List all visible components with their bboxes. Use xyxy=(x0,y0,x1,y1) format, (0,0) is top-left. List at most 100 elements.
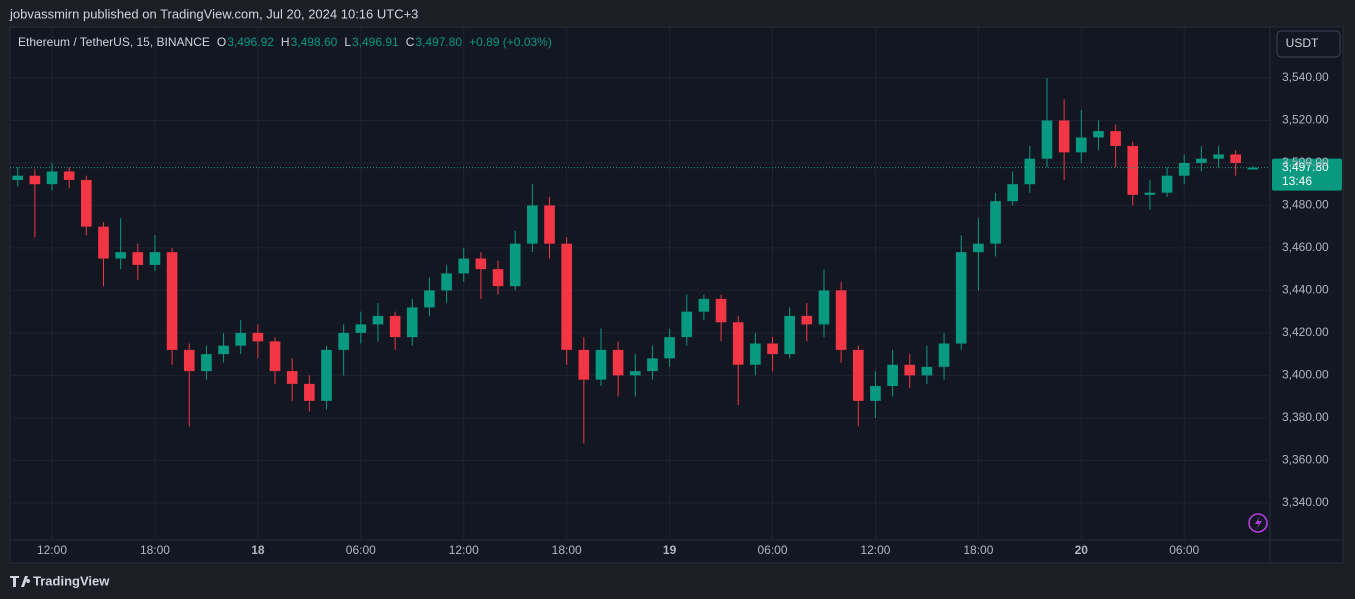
legend-value: 3,497.80 xyxy=(415,35,462,49)
grid xyxy=(10,27,1270,540)
candle-body xyxy=(492,269,504,287)
brand: TradingView xyxy=(33,573,110,588)
candle-body xyxy=(1024,158,1036,185)
y-tick-label: 3,480.00 xyxy=(1282,198,1329,212)
candle-body xyxy=(475,258,487,270)
candle-body xyxy=(115,252,126,259)
candle-body xyxy=(664,337,675,359)
candle-body xyxy=(750,343,761,365)
candle-body xyxy=(235,332,247,346)
candle-body xyxy=(612,349,624,376)
x-tick-label: 12:00 xyxy=(37,543,67,557)
candle-body xyxy=(355,324,367,333)
x-tick-label: 19 xyxy=(663,543,677,557)
candle-body xyxy=(818,290,830,325)
legend-value: 3,496.92 xyxy=(227,35,274,49)
candle-body xyxy=(784,315,795,355)
candle-body xyxy=(1144,192,1156,195)
candle-body xyxy=(904,364,916,376)
candle-body xyxy=(252,332,264,342)
x-tick-label: 06:00 xyxy=(758,543,788,557)
legend-value: 3,498.60 xyxy=(291,35,338,49)
candle-body xyxy=(201,354,212,372)
candle-body xyxy=(887,364,898,386)
candle-body xyxy=(1196,158,1207,163)
candle-body xyxy=(441,273,452,291)
publisher: jobvassmirn published on TradingView.com… xyxy=(9,6,418,21)
y-tick-label: 3,400.00 xyxy=(1282,368,1329,382)
candle-body xyxy=(1093,131,1104,138)
candle-body xyxy=(321,349,332,401)
candle-body xyxy=(81,179,92,227)
legend-change: +0.89 (+0.03%) xyxy=(469,35,552,49)
y-tick-label: 3,420.00 xyxy=(1282,325,1329,339)
x-tick-label: 18 xyxy=(251,543,265,557)
legend-key: L xyxy=(344,35,351,49)
symbol-title: Ethereum / TetherUS, 15, BINANCE xyxy=(18,35,210,49)
y-tick-label: 3,460.00 xyxy=(1282,240,1329,254)
candle-body xyxy=(801,315,813,325)
candle-body xyxy=(1007,184,1018,202)
y-tick-label: 3,380.00 xyxy=(1282,410,1329,424)
legend-key: C xyxy=(406,35,415,49)
candle-body xyxy=(338,332,349,350)
candle-body xyxy=(389,315,401,338)
x-tick-label: 18:00 xyxy=(963,543,993,557)
candle-body xyxy=(1230,154,1242,163)
y-tick-label: 3,340.00 xyxy=(1282,495,1329,509)
lightning-icon[interactable] xyxy=(1248,513,1268,533)
y-tick-label: 3,440.00 xyxy=(1282,283,1329,297)
candle-body xyxy=(406,307,418,338)
candle-body xyxy=(732,322,744,365)
candle-body xyxy=(647,358,658,372)
candle-body xyxy=(458,258,470,274)
y-tick-label: 3,360.00 xyxy=(1282,453,1329,467)
candle-body xyxy=(527,205,538,244)
x-tick-label: 12:00 xyxy=(449,543,479,557)
candle-body xyxy=(183,349,195,372)
countdown: 13:46 xyxy=(1282,174,1312,188)
candle-body xyxy=(509,243,521,287)
x-tick-label: 06:00 xyxy=(346,543,376,557)
candle-body xyxy=(698,298,710,312)
candle-body xyxy=(767,343,778,355)
candle-body xyxy=(973,243,984,253)
candle-body xyxy=(629,371,641,376)
candle-body xyxy=(166,252,178,350)
candle-body xyxy=(681,311,693,338)
candle-body xyxy=(29,175,41,185)
candle-body xyxy=(990,201,1001,244)
candle-body xyxy=(1247,167,1259,170)
x-tick-label: 20 xyxy=(1075,543,1089,557)
x-tick-label: 06:00 xyxy=(1169,543,1199,557)
candle-body xyxy=(921,366,933,376)
x-tick-label: 12:00 xyxy=(860,543,890,557)
brand-logo xyxy=(10,576,31,587)
candle-body xyxy=(595,349,607,380)
chart-panel xyxy=(9,26,1344,564)
candle-body xyxy=(12,175,24,180)
candle-body xyxy=(1075,137,1087,153)
legend-key: H xyxy=(281,35,290,49)
x-tick-label: 18:00 xyxy=(140,543,170,557)
legend-value: 3,496.91 xyxy=(352,35,399,49)
candle-body xyxy=(870,385,881,401)
candle-body xyxy=(561,243,572,350)
last-price-tag xyxy=(1272,158,1342,191)
y-tick-label: 3,520.00 xyxy=(1282,113,1329,127)
last-price-label: 3,497.80 xyxy=(1282,160,1329,174)
candle-body xyxy=(372,315,384,325)
currency-button[interactable] xyxy=(1276,30,1341,58)
candle-body xyxy=(1127,145,1139,195)
y-tick-label: 3,500.00 xyxy=(1282,155,1329,169)
legend-key: O xyxy=(217,35,226,49)
candle-body xyxy=(269,341,281,372)
candle-body xyxy=(1213,154,1224,159)
candle-body xyxy=(46,171,58,185)
candle-body xyxy=(544,205,555,244)
candle-body xyxy=(132,252,144,265)
candle-body xyxy=(578,349,590,380)
candle-body xyxy=(1161,175,1173,193)
